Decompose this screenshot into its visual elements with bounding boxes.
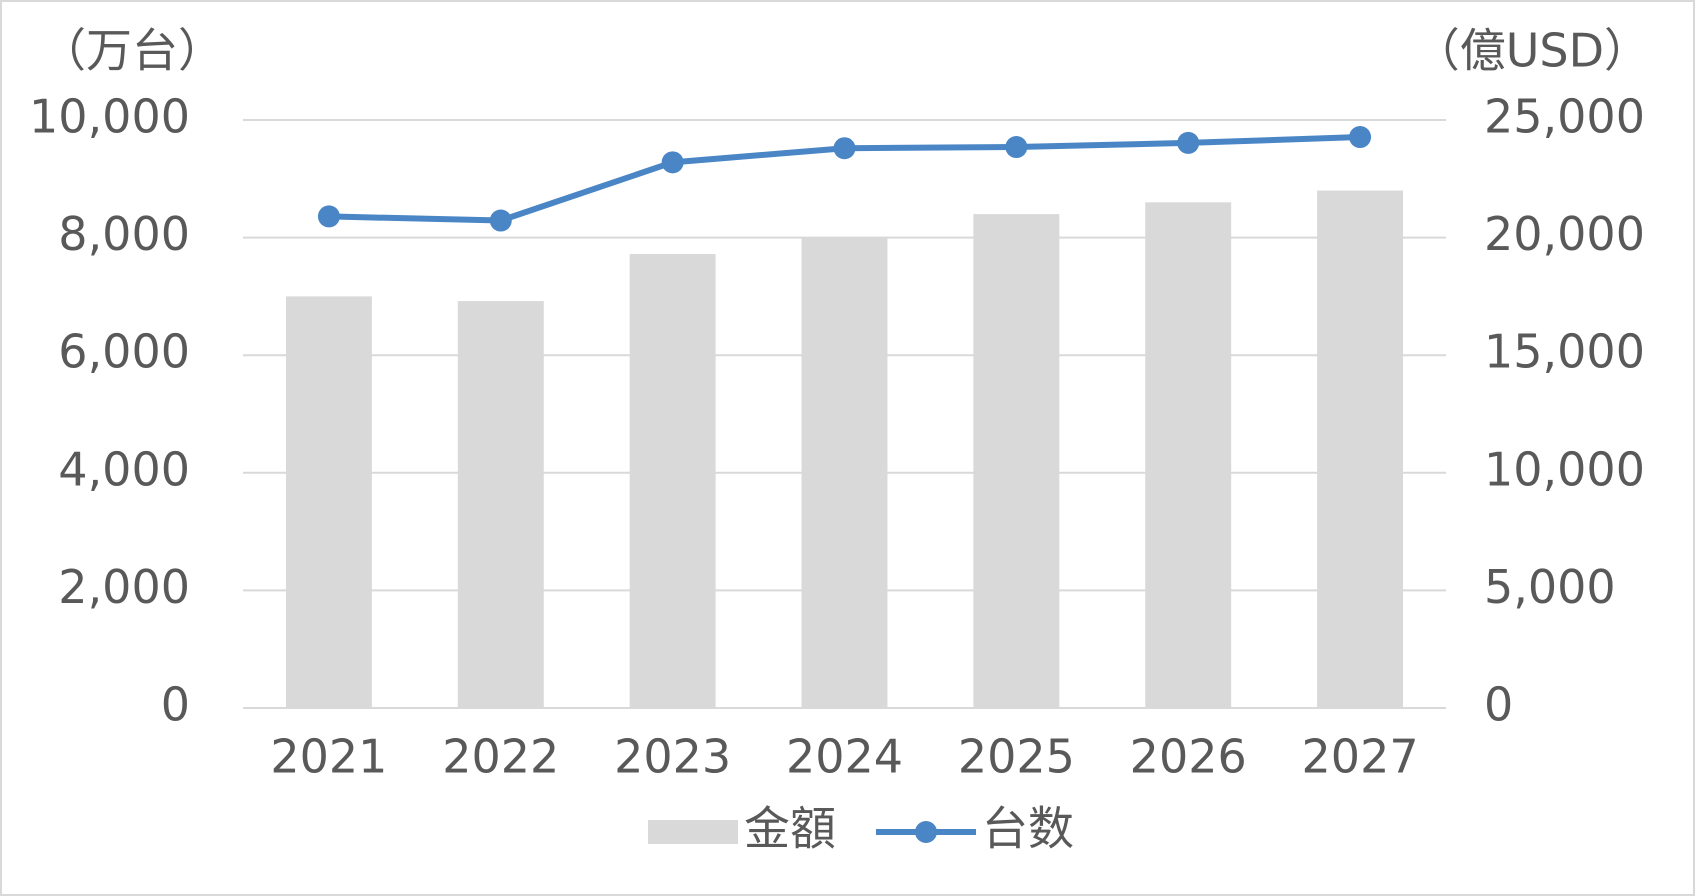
line-point xyxy=(661,151,684,174)
bar xyxy=(457,301,544,708)
legend-label: 台数 xyxy=(982,802,1074,856)
y-axis-title: （万台） xyxy=(40,24,224,78)
y-tick-label: 10,000 xyxy=(29,90,190,144)
y2-tick-label: 20,000 xyxy=(1484,207,1645,261)
x-tick-label: 2021 xyxy=(270,730,387,784)
bar xyxy=(973,214,1060,708)
line-point xyxy=(833,137,856,160)
y2-tick-label: 0 xyxy=(1484,678,1513,732)
x-tick-label: 2027 xyxy=(1302,730,1419,784)
y-tick-label: 0 xyxy=(161,678,190,732)
y2-tick-label: 15,000 xyxy=(1484,325,1645,379)
bar xyxy=(1317,190,1404,708)
bar xyxy=(801,237,888,708)
line-point xyxy=(1349,126,1372,149)
x-tick-label: 2024 xyxy=(786,730,903,784)
x-tick-label: 2023 xyxy=(614,730,731,784)
bar xyxy=(1145,202,1232,708)
y-tick-label: 8,000 xyxy=(58,207,190,261)
y2-tick-label: 5,000 xyxy=(1484,560,1616,614)
legend-label: 金額 xyxy=(744,802,836,856)
legend-swatch xyxy=(915,821,937,843)
x-tick-label: 2025 xyxy=(958,730,1075,784)
bar xyxy=(285,296,372,708)
y-tick-label: 2,000 xyxy=(58,560,190,614)
bar xyxy=(629,254,716,708)
y-tick-label: 4,000 xyxy=(58,442,190,496)
line-point xyxy=(1005,136,1028,159)
line-point xyxy=(317,205,340,228)
x-tick-label: 2026 xyxy=(1130,730,1247,784)
x-tick-label: 2022 xyxy=(442,730,559,784)
y2-tick-label: 25,000 xyxy=(1484,90,1645,144)
line-point xyxy=(1177,131,1200,154)
y2-tick-label: 10,000 xyxy=(1484,442,1645,496)
y2-axis-title: （億USD） xyxy=(1414,24,1650,78)
y-tick-label: 6,000 xyxy=(58,325,190,379)
legend-swatch xyxy=(648,820,738,844)
line-point xyxy=(489,209,512,232)
